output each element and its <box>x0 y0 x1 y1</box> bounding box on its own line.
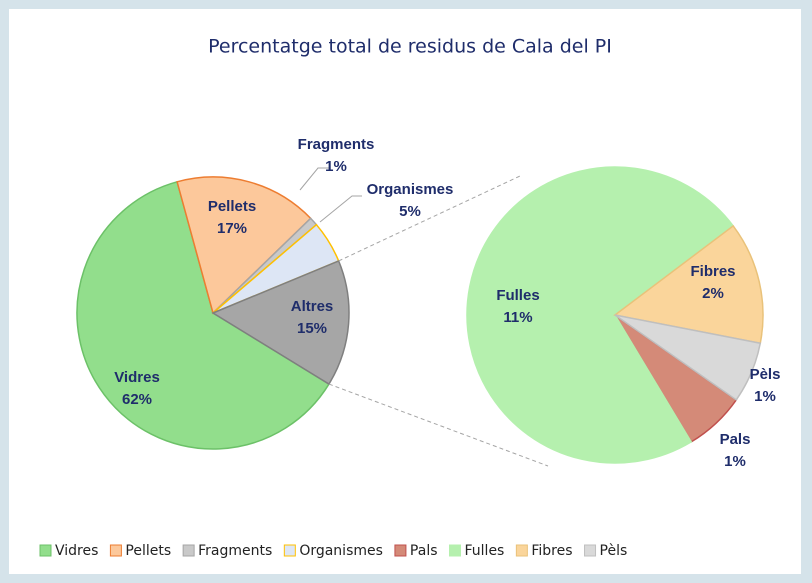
connector-line <box>338 175 521 262</box>
legend-swatch <box>515 544 528 557</box>
legend-label: Pals <box>410 543 438 559</box>
data-label-value: 1% <box>325 158 347 175</box>
pie-slice <box>613 224 764 345</box>
legend-swatch <box>39 544 52 557</box>
data-label-value: 62% <box>122 391 152 408</box>
data-label-name: Fulles <box>496 287 539 304</box>
data-label-name: Organismes <box>367 181 454 198</box>
legend-label: Vidres <box>55 543 98 559</box>
leader-line <box>299 167 330 191</box>
data-label-value: 11% <box>503 309 532 326</box>
data-label-name: Fibres <box>690 263 735 280</box>
data-label-value: 5% <box>399 203 421 220</box>
legend-swatch <box>182 544 195 557</box>
legend-label: Pellets <box>125 543 171 559</box>
data-label-name: Altres <box>291 298 334 315</box>
data-label-name: Fragments <box>298 136 375 153</box>
legend-swatch <box>449 544 461 557</box>
data-label-name: Pellets <box>208 198 256 215</box>
data-label-value: 1% <box>754 388 776 405</box>
pie-slice <box>176 176 312 315</box>
data-label-value: 15% <box>297 320 327 337</box>
legend-label: Fibres <box>531 543 572 559</box>
data-label-value: 1% <box>724 453 746 470</box>
chart-title: Percentatge total de residus de Cala del… <box>208 36 612 58</box>
legend-label: Fragments <box>198 543 272 559</box>
data-label-name: Pals <box>720 431 751 448</box>
leader-line <box>319 195 362 223</box>
connector-line <box>328 383 549 467</box>
pie-slice <box>76 180 330 450</box>
legend-swatch <box>283 544 296 557</box>
legend-swatch <box>109 544 122 557</box>
data-label-value: 2% <box>702 285 724 302</box>
data-label-name: Pèls <box>750 366 781 383</box>
pie-slice <box>466 166 735 464</box>
legend-swatch <box>584 544 597 557</box>
data-label-value: 17% <box>217 220 247 237</box>
legend-label: Pèls <box>600 543 628 559</box>
data-label-name: Vidres <box>114 369 160 386</box>
pie-slice <box>211 259 350 386</box>
legend-label: Organismes <box>299 543 383 559</box>
legend-label: Fulles <box>465 543 505 559</box>
legend-swatch <box>394 544 407 557</box>
pie-slice <box>614 314 762 401</box>
